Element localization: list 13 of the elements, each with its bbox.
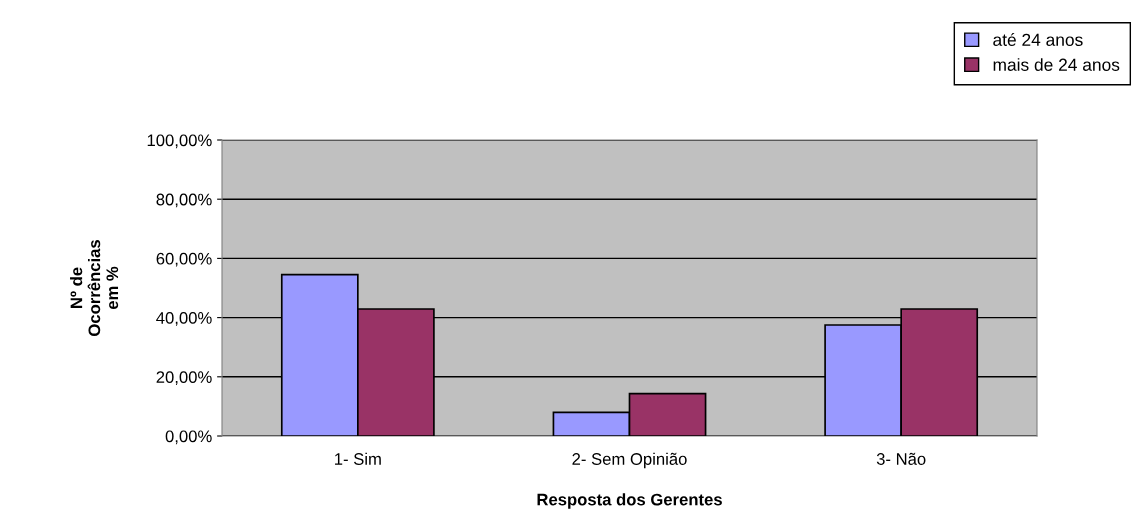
legend-label: até 24 anos	[993, 32, 1083, 46]
y-tick-label: 80,00%	[156, 193, 212, 208]
x-tick-label: 3- Não	[876, 452, 926, 465]
y-tick-label: 100,00%	[147, 134, 212, 149]
x-tick-label: 2- Sem Opinião	[572, 452, 687, 469]
y-axis-title: Nº de Ocorrências em %	[70, 240, 119, 336]
x-tick-label: 1- Sim	[335, 452, 381, 465]
y-tick-label: 0,00%	[165, 430, 212, 445]
y-tick-label: 40,00%	[156, 312, 212, 326]
y-tick-label: 20,00%	[156, 371, 212, 385]
x-axis-title: Resposta dos Gerentes	[537, 493, 722, 509]
y-tick-label: 60,00%	[156, 252, 212, 267]
legend-label: mais de 24 anos	[993, 58, 1120, 71]
